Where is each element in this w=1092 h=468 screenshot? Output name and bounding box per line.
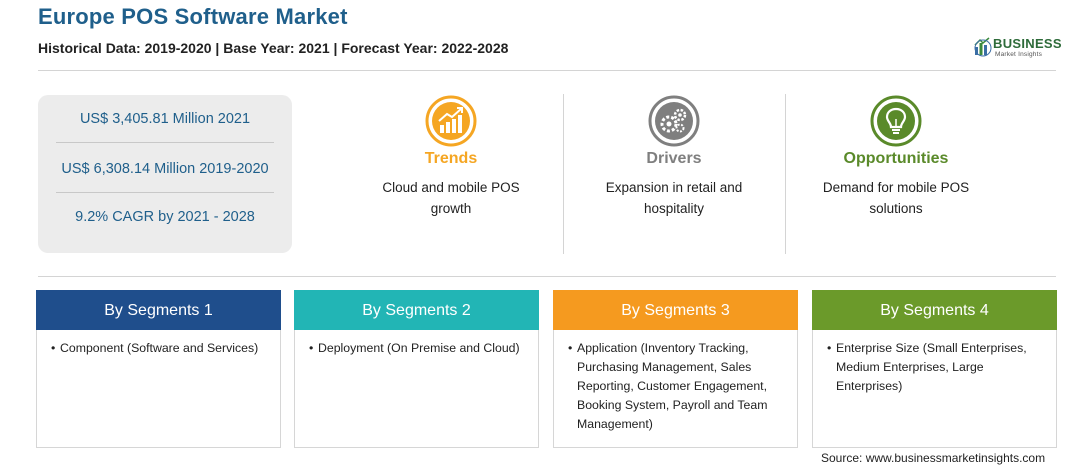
market-stats-panel: US$ 3,405.81 Million 2021 US$ 6,308.14 M… [38,95,292,253]
segment-item: Component (Software and Services) [51,339,273,358]
company-logo: BUSINESS Market Insights [974,35,1064,61]
logo-name: BUSINESS [993,36,1062,51]
segment-item: Application (Inventory Tracking, Purchas… [568,339,790,434]
segment-list: Component (Software and Services) [51,339,273,358]
logo-mark-icon [974,37,992,57]
segment-header: By Segments 2 [294,290,539,330]
highlight-description: Demand for mobile POS solutions [822,180,970,216]
segment-header: By Segments 1 [36,290,281,330]
trend-chart-icon [425,95,477,147]
gears-icon [648,95,700,147]
stat-cagr: 9.2% CAGR by 2021 - 2028 [75,209,255,225]
stat-divider [56,142,274,143]
segment-card-2: By Segments 2 Deployment (On Premise and… [294,290,539,448]
segment-card-4: By Segments 4 Enterprise Size (Small Ent… [812,290,1057,448]
lightbulb-icon [870,95,922,147]
section-divider [38,276,1056,277]
highlight-description: Cloud and mobile POS growth [382,180,520,216]
segment-list: Deployment (On Premise and Cloud) [309,339,531,358]
segment-list: Enterprise Size (Small Enterprises, Medi… [827,339,1049,396]
stat-market-size-2021: US$ 3,405.81 Million 2021 [79,111,251,127]
highlight-label: Trends [424,150,478,167]
segment-header: By Segments 3 [553,290,798,330]
stat-market-size-historical: US$ 6,308.14 Million 2019-2020 [61,161,269,177]
page-title: Europe POS Software Market [38,4,348,29]
header-divider [38,70,1056,71]
page-subtitle: Historical Data: 2019-2020 | Base Year: … [38,40,509,56]
segment-list: Application (Inventory Tracking, Purchas… [568,339,790,434]
column-divider [785,94,786,254]
column-divider [563,94,564,254]
source-citation: Source: www.businessmarketinsights.com [821,451,1046,465]
segment-item: Deployment (On Premise and Cloud) [309,339,531,358]
segment-header: By Segments 4 [812,290,1057,330]
highlight-label: Drivers [646,150,702,167]
segment-card-3: By Segments 3 Application (Inventory Tra… [553,290,798,448]
stat-divider [56,192,274,193]
highlight-label: Opportunities [843,150,949,167]
segment-item: Enterprise Size (Small Enterprises, Medi… [827,339,1049,396]
segment-card-1: By Segments 1 Component (Software and Se… [36,290,281,448]
highlight-description: Expansion in retail and hospitality [605,180,743,216]
logo-tagline: Market Insights [995,51,1043,58]
